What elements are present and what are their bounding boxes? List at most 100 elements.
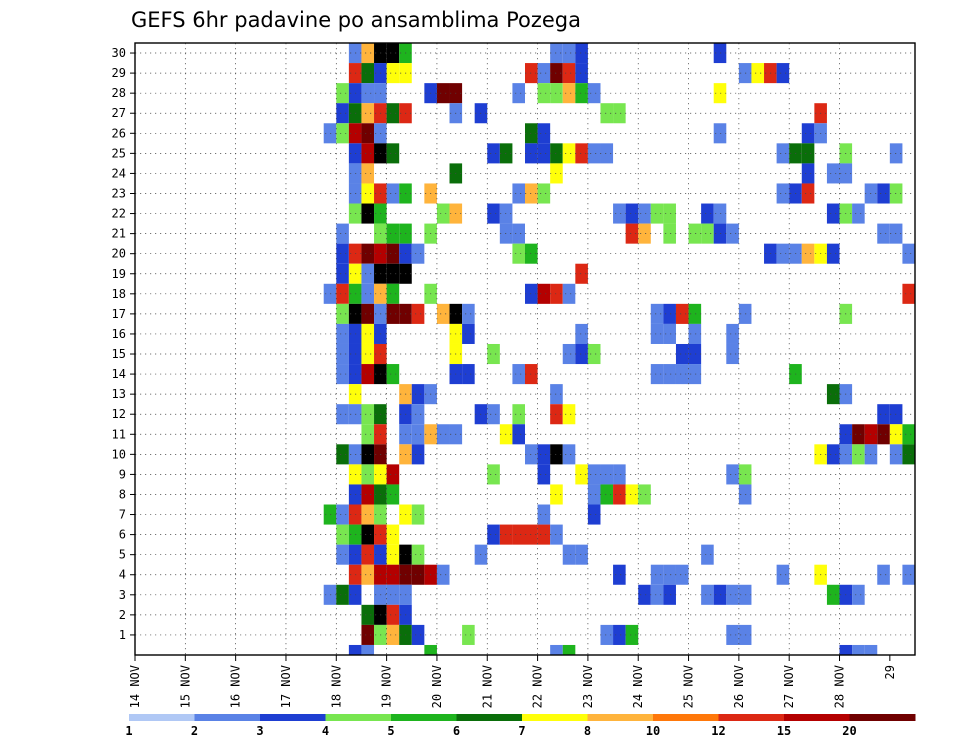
heatmap-cell: [386, 243, 400, 264]
heatmap-cell: [411, 624, 425, 645]
colorbar-label: 4: [322, 724, 329, 738]
y-tick-label: 6: [119, 528, 126, 542]
heatmap-cell: [537, 183, 551, 204]
heatmap-cell: [462, 624, 475, 645]
heatmap-cell: [436, 203, 450, 224]
heatmap-cell: [562, 63, 576, 84]
heatmap-cell: [562, 83, 576, 104]
heatmap-cell: [462, 303, 475, 324]
heatmap-cell: [877, 564, 890, 585]
heatmap-cell: [537, 143, 551, 164]
heatmap-cell: [826, 163, 840, 184]
heatmap-cell: [776, 183, 790, 204]
heatmap-cell: [525, 283, 538, 304]
heatmap-cell: [487, 464, 500, 485]
heatmap-cell: [902, 424, 915, 445]
heatmap-cell: [663, 303, 676, 324]
heatmap-cell: [852, 203, 865, 224]
heatmap-cell: [726, 624, 739, 645]
y-tick-label: 19: [112, 267, 126, 281]
heatmap-cell: [613, 484, 626, 505]
heatmap-cell: [902, 283, 915, 304]
y-tick-label: 13: [112, 387, 126, 401]
x-tick-label: 20 NOV: [430, 665, 444, 708]
heatmap-cell: [525, 444, 538, 465]
y-tick-label: 27: [112, 106, 126, 120]
colorbar-segment: [129, 714, 195, 721]
heatmap-cell: [776, 243, 790, 264]
y-tick-label: 17: [112, 307, 126, 321]
colorbar-label: 3: [256, 724, 263, 738]
colorbar-segment: [391, 714, 457, 721]
heatmap-cell: [675, 303, 689, 324]
heatmap-cell: [348, 644, 362, 655]
heatmap-cell: [650, 564, 664, 585]
heatmap-cell: [537, 283, 551, 304]
heatmap-cell: [512, 364, 525, 385]
heatmap-cell: [512, 424, 525, 445]
heatmap-cell: [537, 83, 551, 104]
heatmap-cell: [386, 604, 400, 625]
heatmap-cell: [650, 203, 664, 224]
heatmap-cell: [575, 43, 588, 64]
heatmap-cell: [386, 283, 400, 304]
heatmap-cell: [386, 183, 400, 204]
heatmap-cell: [650, 323, 664, 344]
heatmap-cell: [336, 303, 349, 324]
heatmap-cell: [902, 243, 915, 264]
colorbar-label: 1: [125, 724, 132, 738]
heatmap-cell: [675, 364, 689, 385]
heatmap-cell: [562, 283, 576, 304]
heatmap-cell: [487, 203, 500, 224]
heatmap-cell: [386, 464, 400, 485]
heatmap-cell: [852, 444, 865, 465]
heatmap-cell: [864, 644, 878, 655]
colorbar-segment: [456, 714, 523, 721]
heatmap-cell: [361, 43, 375, 64]
y-tick-label: 30: [112, 46, 126, 60]
heatmap-cell: [487, 343, 500, 365]
heatmap-cell: [575, 464, 588, 485]
heatmap-cell: [613, 564, 626, 585]
heatmap-cell: [361, 143, 375, 164]
heatmap-cell: [336, 283, 349, 304]
heatmap-cell: [776, 564, 790, 585]
heatmap-cell: [361, 464, 375, 485]
colorbar-segment: [653, 714, 719, 721]
x-tick-label: 17 NOV: [279, 665, 293, 708]
heatmap-cell: [575, 323, 588, 344]
heatmap-cell: [436, 83, 450, 104]
heatmap-cell: [411, 303, 425, 324]
colorbar-label: 6: [453, 724, 460, 738]
heatmap-cell: [525, 364, 538, 385]
x-tick-label: 23 NOV: [581, 665, 595, 708]
y-tick-label: 8: [119, 487, 126, 501]
heatmap-cell: [361, 323, 375, 344]
y-tick-label: 3: [119, 588, 126, 602]
y-tick-label: 5: [119, 548, 126, 562]
heatmap-cell: [411, 504, 425, 525]
heatmap-cell: [361, 343, 375, 365]
colorbar-segment: [784, 714, 850, 721]
heatmap-cell: [436, 303, 450, 324]
x-tick-label: 26 NOV: [732, 665, 746, 708]
heatmap-cell: [361, 243, 375, 264]
heatmap-cell: [411, 544, 425, 565]
x-tick-label: 15 NOV: [178, 665, 192, 708]
y-tick-label: 24: [112, 166, 126, 180]
heatmap-cell: [386, 43, 400, 64]
x-tick-label: 25 NOV: [682, 665, 696, 708]
heatmap-cell: [801, 243, 815, 264]
heatmap-cell: [688, 303, 702, 324]
x-tick-label: 19 NOV: [380, 665, 394, 708]
heatmap-cell: [550, 63, 563, 84]
heatmap-cell: [550, 83, 563, 104]
heatmap-cell: [336, 83, 349, 104]
heatmap-cell: [361, 183, 375, 204]
heatmap-cell: [613, 103, 626, 124]
heatmap-cell: [411, 384, 425, 405]
heatmap-cell: [525, 63, 538, 84]
heatmap-cell: [336, 103, 349, 124]
heatmap-cell: [663, 203, 676, 224]
heatmap-cell: [550, 484, 563, 505]
